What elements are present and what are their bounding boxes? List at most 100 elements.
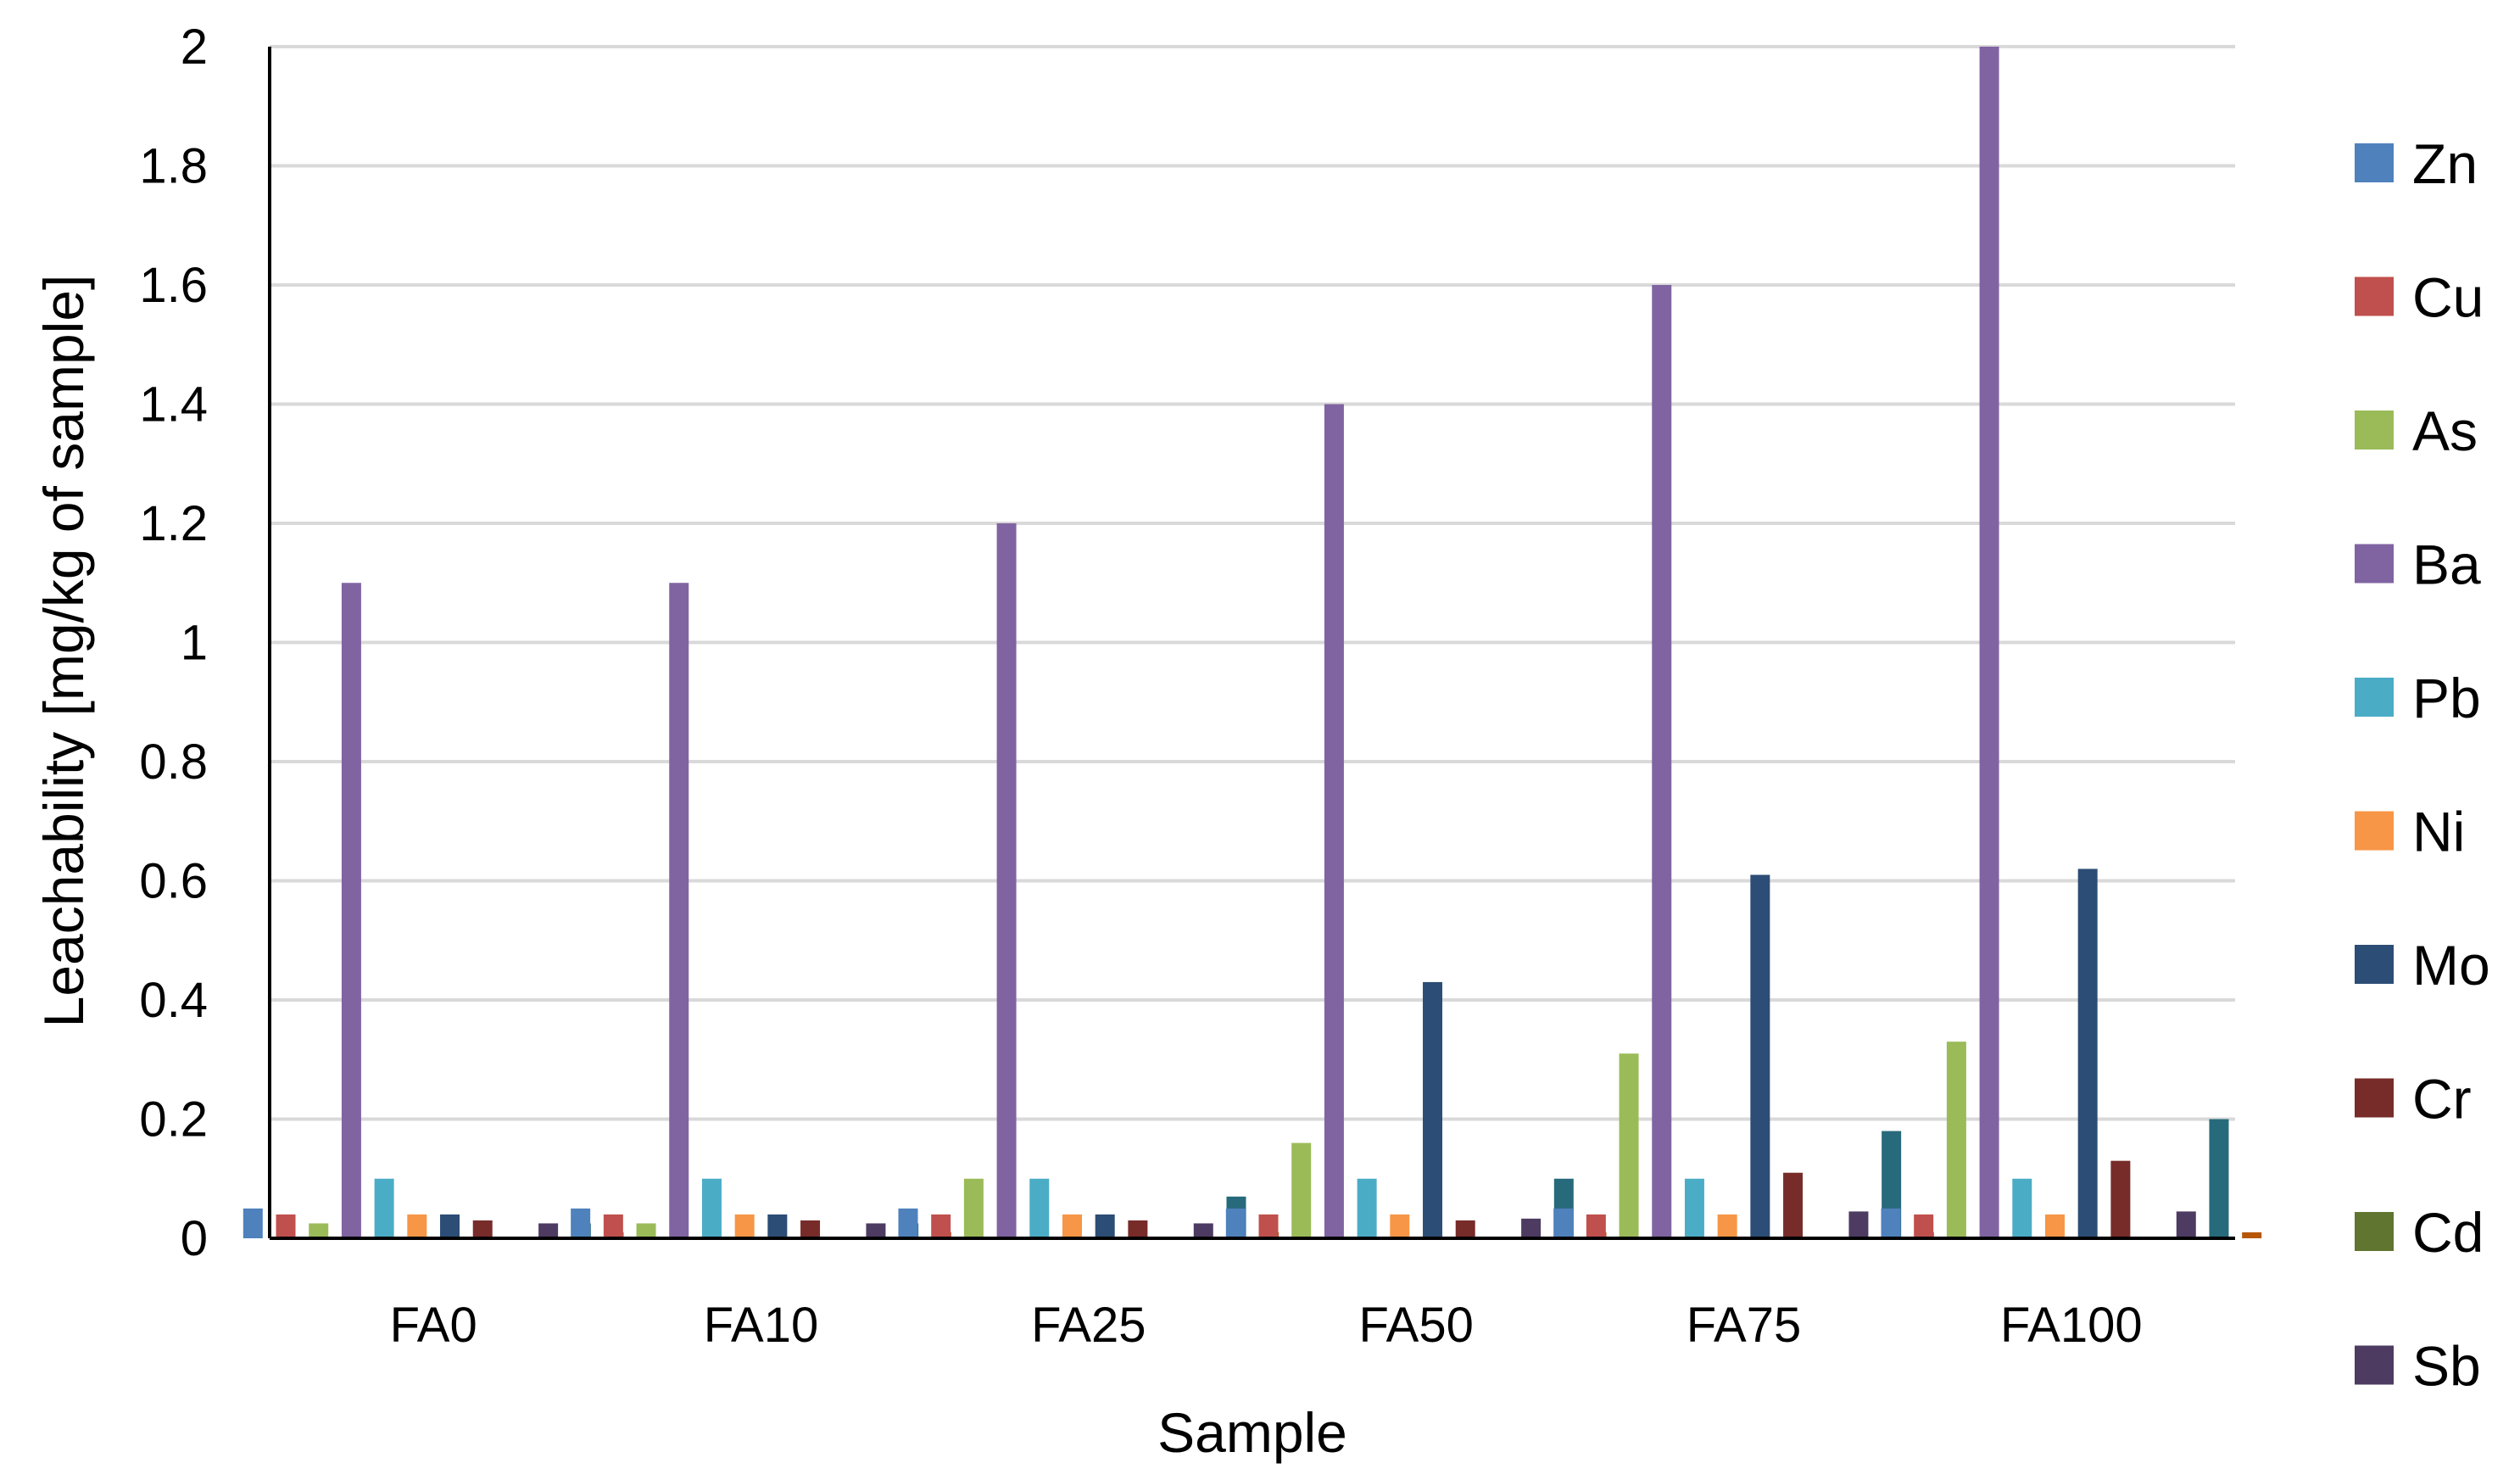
x-tick-labels: FA0 FA10 FA25 FA50 FA75 FA100 xyxy=(390,1298,2143,1353)
legend-item-mo: Mo xyxy=(2355,934,2490,997)
legend: Zn Cu As Ba Pb Ni Mo Cr Cd Sb xyxy=(2355,132,2490,1398)
bar-mo-fa0 xyxy=(440,1214,460,1238)
legend-swatch xyxy=(2355,276,2394,316)
legend-swatch xyxy=(2355,143,2394,182)
bar-zn-fa10 xyxy=(571,1208,591,1238)
bar-ba-fa100 xyxy=(1979,47,1999,1238)
bar-mo-fa25 xyxy=(1095,1214,1115,1238)
bar-as-fa10 xyxy=(636,1223,656,1238)
y-tick-label: 1.8 xyxy=(139,139,208,194)
bar-pb-fa100 xyxy=(2012,1178,2032,1238)
bar-cu-fa10 xyxy=(603,1214,623,1238)
bar-zn-fa0 xyxy=(243,1208,263,1238)
bar-as-fa50 xyxy=(1291,1142,1312,1238)
y-tick-label: 2 xyxy=(181,20,208,75)
legend-label: Cu xyxy=(2412,266,2484,329)
bar-pb-fa75 xyxy=(1684,1178,1704,1238)
bar-cr-fa10 xyxy=(800,1220,821,1238)
bar-pb-fa0 xyxy=(374,1178,394,1238)
legend-label: Cr xyxy=(2412,1068,2472,1131)
bar-sb-fa100 xyxy=(2176,1211,2196,1238)
x-tick-label: FA75 xyxy=(1687,1298,1801,1353)
y-tick-label: 1.6 xyxy=(139,258,208,313)
bar-as-fa75 xyxy=(1619,1053,1639,1238)
bars xyxy=(243,47,2262,1238)
y-tick-label: 0 xyxy=(181,1211,208,1266)
y-tick-label: 1.4 xyxy=(139,377,208,433)
legend-label: As xyxy=(2412,399,2478,462)
x-tick-label: FA100 xyxy=(2000,1298,2143,1353)
legend-item-sb: Sb xyxy=(2355,1335,2481,1398)
legend-item-ni: Ni xyxy=(2355,801,2465,863)
bar-ni-fa25 xyxy=(1062,1214,1082,1238)
y-tick-label: 0.8 xyxy=(139,734,208,790)
legend-swatch xyxy=(2355,811,2394,851)
gridlines xyxy=(270,45,2235,1121)
bar-pb-fa50 xyxy=(1357,1178,1377,1238)
bar-as-fa0 xyxy=(309,1223,329,1238)
y-tick-label: 0.4 xyxy=(139,973,208,1028)
legend-swatch xyxy=(2355,544,2394,584)
legend-item-cr: Cr xyxy=(2355,1068,2472,1131)
bar-cu-fa0 xyxy=(276,1214,296,1238)
bar-cr-fa25 xyxy=(1128,1220,1148,1238)
axes xyxy=(268,47,2235,1240)
bar-sb-fa0 xyxy=(538,1223,559,1238)
legend-item-cu: Cu xyxy=(2355,266,2484,329)
bar-series-11-fa100 xyxy=(2242,1231,2262,1238)
legend-label: Sb xyxy=(2412,1335,2481,1398)
legend-item-pb: Pb xyxy=(2355,667,2481,729)
legend-swatch xyxy=(2355,1212,2394,1251)
bar-cu-fa25 xyxy=(931,1214,951,1238)
bar-ni-fa75 xyxy=(1717,1214,1737,1238)
legend-swatch xyxy=(2355,1078,2394,1118)
bar-cu-fa100 xyxy=(1914,1214,1934,1238)
x-tick-label: FA0 xyxy=(390,1298,477,1353)
bar-ba-fa10 xyxy=(669,583,689,1238)
legend-item-cd: Cd xyxy=(2355,1201,2484,1264)
legend-label: Zn xyxy=(2412,132,2478,195)
bar-as-fa100 xyxy=(1946,1042,1966,1238)
bar-as-fa25 xyxy=(963,1178,984,1238)
bar-ni-fa10 xyxy=(734,1214,755,1238)
legend-swatch xyxy=(2355,1345,2394,1385)
bar-ni-fa100 xyxy=(2044,1214,2065,1238)
bar-ni-fa0 xyxy=(407,1214,427,1238)
legend-swatch xyxy=(2355,945,2394,984)
x-axis-title: Sample xyxy=(1157,1401,1347,1464)
bar-cr-fa75 xyxy=(1783,1172,1804,1238)
bar-mo-fa10 xyxy=(767,1214,788,1238)
x-tick-label: FA10 xyxy=(704,1298,818,1353)
y-tick-label: 1 xyxy=(181,616,208,671)
bar-sb-fa75 xyxy=(1848,1211,1869,1238)
bar-ba-fa75 xyxy=(1652,285,1672,1238)
legend-item-as: As xyxy=(2355,399,2478,462)
y-axis-title: Leachability [mg/kg of sample] xyxy=(32,275,95,1028)
legend-label: Ni xyxy=(2412,801,2465,863)
legend-label: Mo xyxy=(2412,934,2490,997)
bar-cu-fa50 xyxy=(1258,1214,1279,1238)
bar-series-10-fa100 xyxy=(2209,1119,2229,1238)
legend-swatch xyxy=(2355,678,2394,717)
bar-zn-fa75 xyxy=(1553,1208,1574,1238)
y-tick-label: 0.2 xyxy=(139,1092,208,1148)
bar-sb-fa50 xyxy=(1521,1218,1542,1238)
bar-ba-fa50 xyxy=(1324,404,1344,1238)
legend-label: Ba xyxy=(2412,533,2481,596)
bar-cr-fa100 xyxy=(2110,1160,2131,1238)
bar-zn-fa100 xyxy=(1881,1208,1901,1238)
bar-mo-fa100 xyxy=(2077,868,2098,1238)
legend-item-ba: Ba xyxy=(2355,533,2481,596)
bar-cu-fa75 xyxy=(1586,1214,1606,1238)
bar-ba-fa25 xyxy=(996,523,1017,1238)
bar-ba-fa0 xyxy=(341,583,361,1238)
legend-item-zn: Zn xyxy=(2355,132,2478,195)
bar-cr-fa50 xyxy=(1455,1220,1475,1238)
legend-swatch xyxy=(2355,410,2394,450)
bar-sb-fa25 xyxy=(1193,1223,1213,1238)
legend-label: Pb xyxy=(2412,667,2481,729)
bar-mo-fa50 xyxy=(1423,981,1443,1238)
x-tick-label: FA25 xyxy=(1031,1298,1146,1353)
bar-ni-fa50 xyxy=(1390,1214,1410,1238)
